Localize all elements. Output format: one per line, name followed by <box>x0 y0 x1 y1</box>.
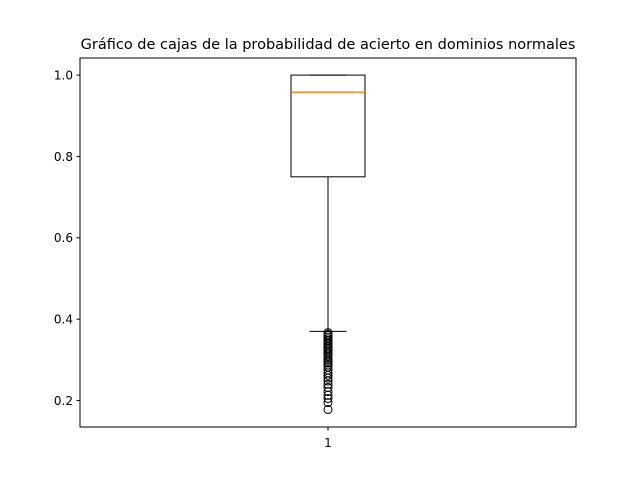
outlier-point <box>323 379 333 389</box>
outlier-point <box>323 405 333 415</box>
y-tick-label: 0.4 <box>54 312 73 326</box>
outlier-point <box>323 376 333 386</box>
x-tick-label: 1 <box>324 436 332 450</box>
outlier-point <box>323 398 333 408</box>
outlier-point <box>323 370 333 380</box>
y-tick-label: 0.6 <box>54 231 73 245</box>
outlier-point <box>323 390 333 400</box>
plot-area <box>290 74 366 415</box>
box-iqr <box>290 74 366 178</box>
outlier-point <box>323 387 333 397</box>
axes: 0.2 0.4 0.6 0.8 1.0 1 <box>54 57 577 450</box>
chart-title: Gráfico de cajas de la probabilidad de a… <box>81 37 576 53</box>
y-tick-label: 1.0 <box>54 68 73 82</box>
outlier-point <box>323 394 333 404</box>
y-tick-label: 0.8 <box>54 150 73 164</box>
outlier-point <box>323 373 333 383</box>
y-tick-label: 0.2 <box>54 394 73 408</box>
